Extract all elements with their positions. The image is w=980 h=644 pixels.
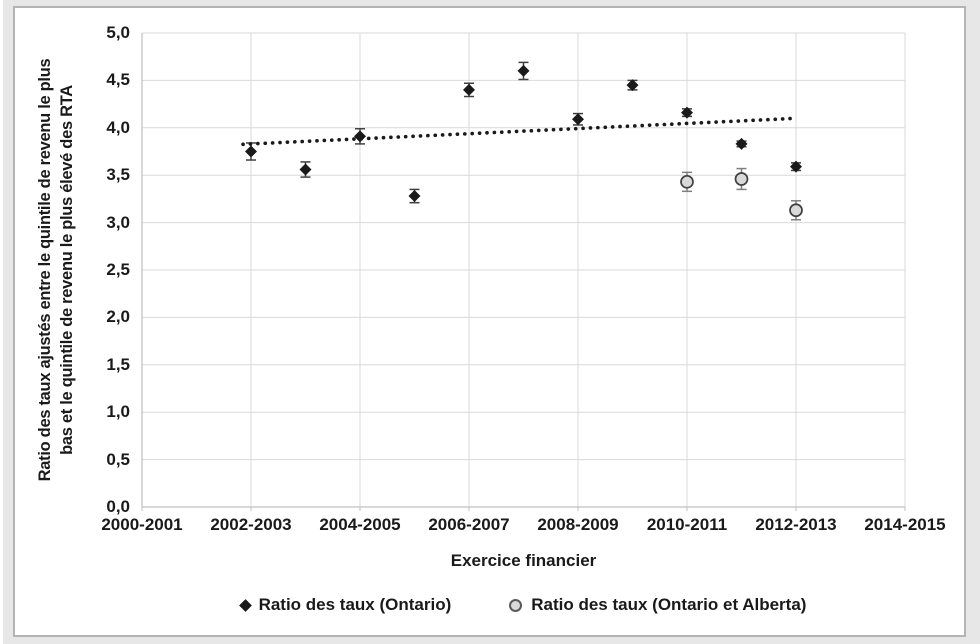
- x-tick-label: 2006-2007: [428, 515, 510, 534]
- x-tick-label: 2008-2009: [537, 515, 619, 534]
- y-axis-title-line1: Ratio des taux ajustés entre le quintile…: [36, 58, 54, 482]
- data-point-ontario: [681, 106, 693, 119]
- data-point-ontario: [354, 130, 366, 143]
- y-axis-title-line2: bas et le quintile de revenu le plus éle…: [58, 85, 76, 455]
- y-tick-label: 0,5: [106, 449, 130, 469]
- data-point-ontario: [572, 113, 584, 126]
- data-point-ontario: [463, 83, 475, 96]
- legend-label-ontario-alberta: Ratio des taux (Ontario et Alberta): [531, 595, 807, 614]
- legend-item-ontario: Ratio des taux (Ontario): [238, 595, 452, 615]
- chart-panel: [13, 6, 966, 637]
- y-tick-label: 2,5: [106, 260, 130, 279]
- data-point-ontario: [245, 145, 257, 158]
- y-tick-label: 1,5: [106, 354, 130, 374]
- trend-line: [241, 116, 793, 147]
- x-axis-title: Exercice financier: [450, 551, 597, 570]
- data-point-ontario-alberta: [789, 203, 803, 218]
- page-edge: [0, 0, 3, 644]
- x-tick-label: 2000-2001: [101, 515, 183, 534]
- x-tick-label: 2010-2011: [646, 515, 728, 534]
- y-tick-label: 3,5: [106, 165, 130, 185]
- y-axis-title: Ratio des taux ajustés entre le quintile…: [34, 59, 78, 482]
- data-point-ontario: [517, 64, 530, 77]
- legend: Ratio des taux (Ontario) Ratio des taux …: [142, 595, 905, 615]
- y-tick-label: 4,0: [106, 117, 130, 137]
- data-point-ontario: [735, 137, 748, 150]
- legend-label-ontario: Ratio des taux (Ontario): [258, 595, 452, 614]
- x-tick-label: 2014-2015: [864, 515, 946, 534]
- y-tick-label: 2,0: [106, 307, 130, 327]
- data-point-ontario-alberta: [734, 172, 749, 186]
- y-tick-label: 3,0: [106, 212, 130, 232]
- data-point-ontario-alberta: [680, 174, 694, 189]
- y-tick-label: 5,0: [106, 23, 130, 42]
- diamond-marker-icon: [238, 598, 252, 612]
- legend-item-ontario-alberta: Ratio des taux (Ontario et Alberta): [509, 595, 806, 615]
- circle-marker-icon: [509, 598, 523, 612]
- data-point-ontario: [626, 79, 639, 92]
- y-tick-label: 4,5: [106, 70, 130, 90]
- y-tick-label: 1,0: [106, 402, 130, 422]
- x-tick-label: 2004-2005: [319, 515, 401, 534]
- x-tick-label: 2012-2013: [755, 515, 837, 534]
- data-point-ontario: [790, 160, 802, 173]
- x-tick-label: 2002-2003: [210, 515, 292, 534]
- data-point-ontario: [408, 190, 421, 203]
- data-point-ontario: [299, 163, 312, 176]
- y-tick-label: 0,0: [106, 497, 130, 516]
